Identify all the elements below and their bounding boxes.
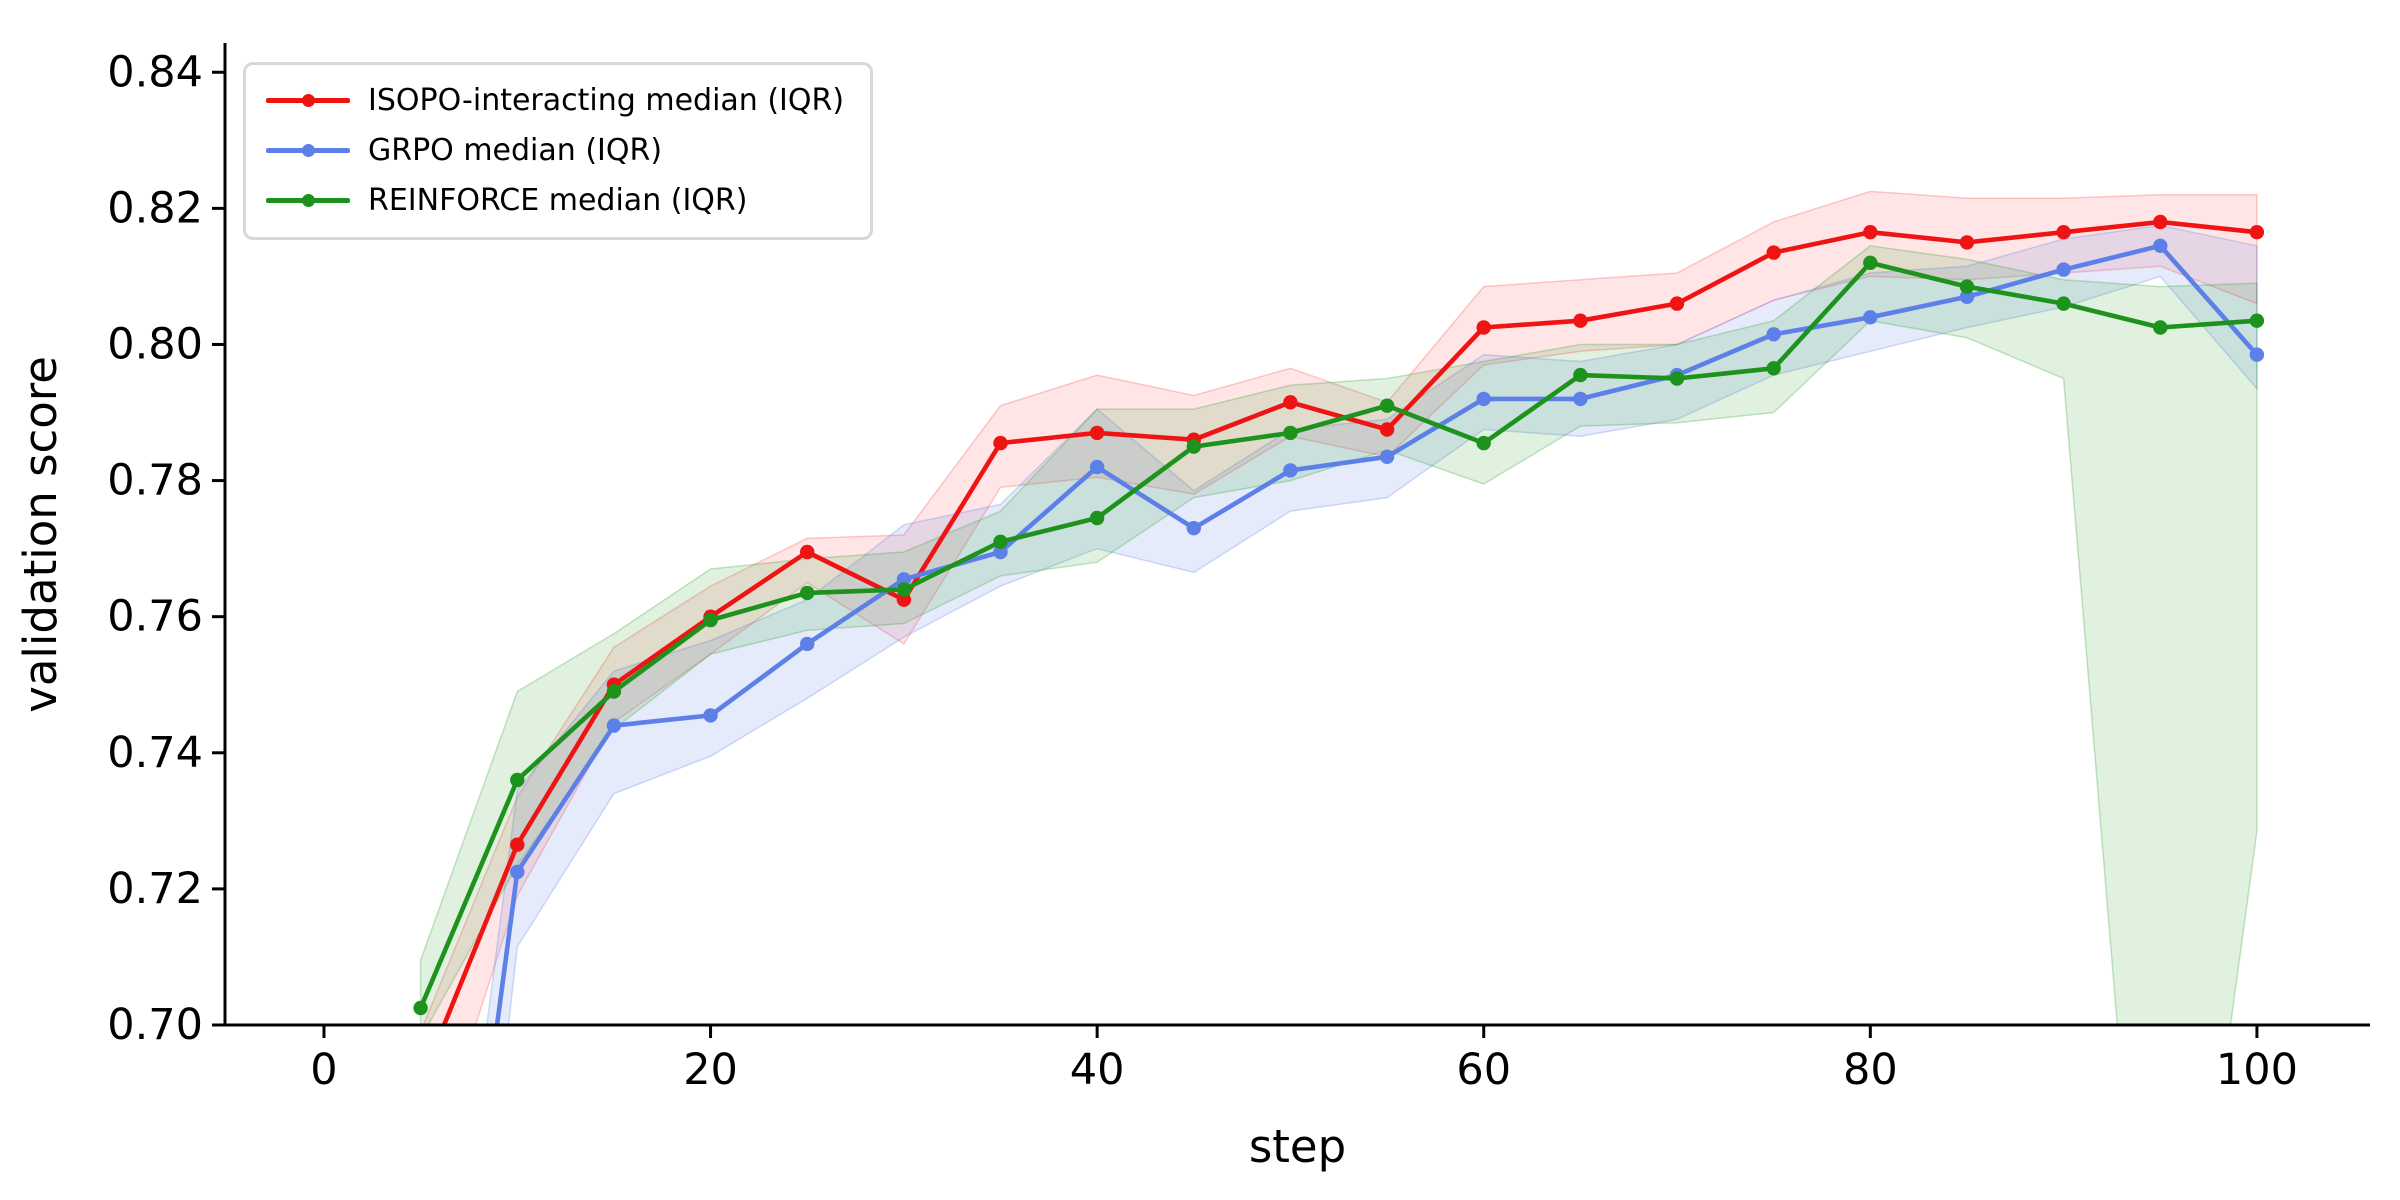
data-point-marker (896, 592, 912, 607)
x-tick-label: 20 (683, 1045, 738, 1095)
data-point-marker (1863, 310, 1878, 325)
y-tick-label: 0.76 (107, 592, 203, 642)
data-point-marker (413, 1000, 428, 1016)
data-point-marker (703, 612, 718, 628)
data-point-marker (2153, 238, 2168, 253)
data-point-marker (2249, 313, 2265, 328)
data-point-marker (993, 534, 1008, 549)
x-axis-label: step (1248, 1120, 1347, 1173)
data-point-marker (1573, 391, 1588, 407)
x-tick-label: 60 (1456, 1045, 1511, 1095)
median-line (494, 243, 2260, 1025)
data-point-marker (606, 684, 622, 699)
data-point-marker (1766, 245, 1781, 260)
x-tick-label: 40 (1070, 1045, 1125, 1095)
data-point-marker (510, 864, 525, 880)
axes: 0.70 0.72 0.74 0.76 0.78 0.80 0.82 0.84 0 20 40 60 8… (107, 43, 2370, 1095)
data-point-marker (1379, 398, 1395, 413)
data-point-marker (896, 572, 912, 587)
legend-item-reinforce: REINFORCE median (IQR) (266, 175, 844, 225)
data-point-marker (1476, 435, 1491, 451)
data-point-marker (1283, 395, 1298, 410)
data-point-marker (510, 772, 525, 788)
data-point-marker (1283, 425, 1298, 441)
data-point-marker (993, 544, 1008, 560)
data-point-marker (800, 544, 815, 560)
isopo-line-marker-icon (266, 93, 350, 107)
data-point-marker (1476, 391, 1491, 407)
legend-label-grpo: GRPO median (IQR) (368, 132, 663, 168)
data-point-marker (703, 708, 718, 723)
data-point-marker (800, 585, 815, 601)
median-lines (413, 214, 2265, 1090)
y-axis-label-wrap: validation score (14, 0, 67, 1068)
data-point-marker (1283, 463, 1298, 478)
data-point-marker (2056, 262, 2071, 277)
data-point-marker (2056, 296, 2071, 311)
data-point-marker (1863, 255, 1878, 270)
data-point-marker (800, 636, 815, 652)
data-point-marker (1573, 313, 1588, 328)
data-point-marker (510, 837, 525, 852)
data-point-marker (1766, 327, 1781, 342)
data-point-marker (2056, 225, 2071, 240)
iqr-band (486, 224, 2258, 1025)
data-point-marker (1089, 510, 1105, 526)
data-point-marker (1959, 279, 1975, 294)
legend: ISOPO-interacting median (IQR) GRPO medi… (243, 62, 874, 240)
reinforce-line-marker-icon (266, 193, 350, 207)
data-point-marker (606, 718, 622, 733)
data-point-marker (2249, 347, 2265, 362)
y-tick-label: 0.84 (107, 47, 203, 97)
data-point-marker (896, 582, 912, 597)
y-tick-label: 0.82 (107, 183, 203, 233)
legend-label-isopo: ISOPO-interacting median (IQR) (368, 82, 845, 118)
legend-item-grpo: GRPO median (IQR) (266, 125, 844, 175)
data-point-marker (1379, 449, 1395, 464)
data-point-marker (1089, 425, 1105, 441)
data-point-marker (1959, 235, 1975, 250)
x-tick-label: 100 (2216, 1045, 2298, 1095)
data-point-marker (1573, 367, 1588, 383)
grpo-line-marker-icon (266, 143, 350, 157)
data-point-marker (1089, 459, 1105, 475)
x-tick-label: 0 (310, 1045, 337, 1095)
iqr-band (419, 245, 2258, 1025)
y-tick-label: 0.78 (107, 456, 203, 506)
y-tick-label: 0.72 (107, 864, 203, 914)
data-point-marker (1186, 521, 1202, 536)
iqr-band (422, 190, 2258, 1025)
data-point-marker (2153, 214, 2168, 230)
y-tick-label: 0.80 (107, 319, 203, 369)
data-point-marker (1959, 289, 1975, 304)
data-point-marker (1669, 371, 1685, 386)
median-line (418, 260, 2260, 1011)
legend-item-isopo: ISOPO-interacting median (IQR) (266, 75, 844, 125)
y-tick-label: 0.70 (107, 1000, 203, 1050)
y-tick-label: 0.74 (107, 728, 203, 778)
iqr-bands (419, 190, 2258, 1025)
data-point-marker (1476, 320, 1491, 335)
data-point-marker (1186, 439, 1202, 454)
data-point-marker (1379, 422, 1395, 437)
data-point-marker (1863, 225, 1878, 240)
data-point-marker (413, 1076, 427, 1090)
legend-label-reinforce: REINFORCE median (IQR) (368, 182, 748, 218)
data-point-marker (1669, 296, 1685, 311)
data-point-marker (1766, 361, 1781, 376)
data-point-marker (993, 435, 1008, 451)
y-axis-label: validation score (14, 355, 67, 713)
data-point-marker (2249, 225, 2265, 240)
x-tick-label: 80 (1843, 1045, 1898, 1095)
median-line (441, 219, 2260, 1025)
data-point-marker (2153, 320, 2168, 335)
